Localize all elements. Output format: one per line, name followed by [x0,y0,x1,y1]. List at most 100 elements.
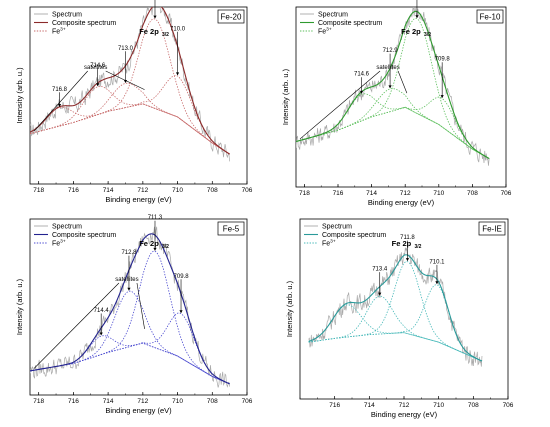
plot-frame [295,6,507,188]
x-axis-label: Binding energy (eV) [105,195,172,204]
peak-arrowhead-1 [388,85,392,89]
y-axis-label: Intensity (arb. u.) [15,67,24,124]
plot-frame [29,218,248,396]
fe3-component-2 [30,82,230,155]
panel-tag: Fe-IE [482,225,502,234]
satellites-guide-right [397,70,408,94]
x-tick-label: 706 [242,398,253,405]
x-tick-label: 716 [68,187,79,194]
peak-arrowhead-3 [435,281,439,285]
peak-label-2: 711.3 [148,215,163,221]
x-tick-label: 716 [68,398,79,405]
legend-entry-2: Fe3+ [52,26,66,35]
peak-arrowhead-1 [96,83,100,87]
spectrum-line [30,7,230,162]
satellites-label: satellites [115,277,138,283]
composite-spectrum-line [30,233,230,385]
peak-label-4: 710.0 [170,26,186,32]
plot-area [296,7,490,166]
satellites-guide-left [33,282,120,369]
x-tick-label: 708 [207,187,218,194]
legend-entry-0: Spectrum [318,11,348,18]
x-axis-label: Binding energy (eV) [368,198,435,207]
legend-entry-1: Composite spectrum [322,232,386,239]
fe3-component-1 [30,85,230,155]
peak-label-2: 711.8 [400,235,415,241]
peak-label-0: 716.8 [52,87,68,93]
chart-panel-fe-ie: 716 714 712 710 708 706 Binding energy (eV) Int… [285,218,514,419]
legend-entry-1: Composite spectrum [52,20,116,27]
legend-entry-2: Fe3+ [318,26,332,35]
peak-arrowhead-2 [415,15,419,19]
peak-arrowhead-3 [153,15,157,19]
x-tick-label: 712 [137,398,148,405]
composite-spectrum-line [308,254,483,362]
legend-entry-0: Spectrum [52,11,82,18]
panel-tag: Fe-20 [221,13,242,22]
satellites-guide-right [105,70,145,90]
x-tick-label: 714 [364,402,375,409]
peak-title-subscript: 3/2 [162,244,169,250]
x-axis-label: Binding energy (eV) [105,406,172,415]
spectrum-line [308,247,483,367]
fe3-component-1 [30,290,230,385]
peak-label-3: 710.1 [429,259,445,265]
peak-label-0: 714.6 [354,72,370,78]
x-tick-label: 708 [468,402,479,409]
fe3-component-0 [296,93,490,159]
spectrum-line [296,7,490,166]
panel-tag-box [217,9,245,24]
peak-label-1: 714.6 [90,63,106,69]
peak-arrowhead-2 [153,247,157,251]
x-tick-label: 706 [501,190,512,197]
x-tick-label: 714 [103,187,114,194]
peak-arrowhead-0 [99,332,103,336]
legend-entry-1: Composite spectrum [52,232,116,239]
y-axis-label: Intensity (arb. u.) [281,68,290,125]
satellites-label: satellites [84,65,107,71]
panel-tag-box [217,221,245,236]
plot-frame [29,6,248,185]
x-tick-label: 712 [399,402,410,409]
peak-arrowhead-1 [127,287,131,291]
satellites-guide-left [33,70,88,132]
peak-title-subscript: 3/2 [414,244,421,250]
panel-tag: Fe-5 [223,225,240,234]
legend-entry-2: Fe3+ [52,238,66,247]
peak-label-1: 712.8 [121,250,137,256]
peak-arrowhead-3 [179,310,183,314]
chart-panel-fe-20: 718 716 714 712 710 708 706 Binding energy (eV)… [15,0,253,204]
peak-title: Fe 2p [139,239,159,248]
x-tick-label: 710 [172,398,183,405]
fe3-component-2 [30,250,230,385]
peak-label-3: 709.8 [174,274,190,280]
fe3-component-2 [296,17,490,159]
x-tick-label: 716 [329,402,340,409]
legend-entry-0: Spectrum [52,223,82,230]
x-tick-label: 710 [433,402,444,409]
peak-label-0: 714.4 [94,308,110,314]
satellites-guide-right [136,282,145,330]
x-tick-label: 718 [33,187,44,194]
plot-area [30,226,230,388]
background-line [30,103,230,155]
panel-tag-box [478,221,506,236]
peak-title-subscript: 3/2 [424,32,431,38]
x-tick-label: 714 [366,190,377,197]
y-axis-label: Intensity (arb. u.) [15,278,24,335]
fe3-component-1 [308,295,483,362]
peak-label-1: 712.9 [383,48,399,54]
chart-panel-fe-10: 718 716 714 712 710 708 706 Binding energy (eV)… [281,0,512,207]
x-tick-label: 710 [433,190,444,197]
plot-area [30,7,230,162]
x-tick-label: 712 [400,190,411,197]
background-line [30,342,230,385]
peak-title: Fe 2p [139,27,159,36]
x-tick-label: 718 [299,190,310,197]
fe3-component-2 [308,261,483,362]
x-tick-label: 714 [103,398,114,405]
peak-arrowhead-3 [440,95,444,99]
fe3-component-0 [30,103,230,155]
composite-spectrum-line [296,10,490,160]
